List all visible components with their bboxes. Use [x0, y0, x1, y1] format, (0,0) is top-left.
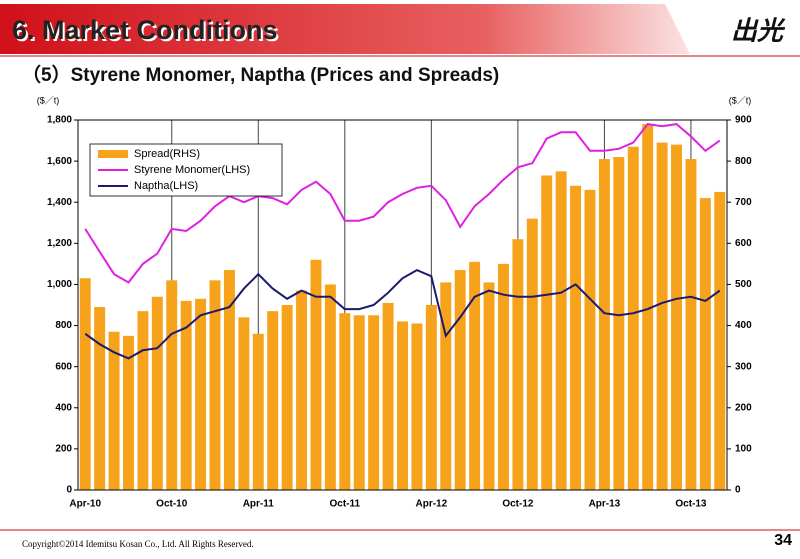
y-tick-label: 800	[55, 320, 72, 331]
bar	[497, 263, 509, 490]
y-tick-label: 600	[55, 361, 72, 372]
y2-tick-label: 400	[735, 320, 752, 331]
y-tick-label: 1,400	[47, 197, 72, 208]
bar	[541, 175, 553, 490]
y2-tick-label: 900	[735, 115, 752, 126]
legend-label: Spread(RHS)	[134, 148, 200, 160]
x-tick-label: Apr-11	[243, 499, 275, 510]
y2-tick-label: 600	[735, 238, 752, 249]
y2-tick-label: 200	[735, 402, 752, 413]
y2-tick-label: 800	[735, 156, 752, 167]
bar	[209, 280, 221, 490]
bar	[411, 323, 423, 490]
bar	[252, 333, 264, 490]
y-tick-label: 0	[66, 485, 72, 496]
y2-tick-label: 100	[735, 444, 752, 455]
y-tick-label: 400	[55, 402, 72, 413]
y-tick-label: 1,000	[47, 279, 72, 290]
bar	[339, 313, 351, 490]
bar	[281, 305, 293, 490]
legend-label: Styrene Monomer(LHS)	[134, 164, 250, 176]
header-bar	[0, 4, 690, 54]
y-tick-label: 1,200	[47, 238, 72, 249]
bar	[79, 278, 91, 490]
bar	[353, 315, 365, 490]
bar	[627, 146, 639, 490]
bar	[526, 218, 538, 490]
bar	[122, 335, 134, 490]
bar	[151, 296, 163, 490]
bar	[296, 290, 308, 490]
header-title: 6. Market Conditions	[12, 15, 278, 45]
y-axis-label: ($／t)	[37, 95, 60, 105]
bar	[368, 315, 380, 490]
bar	[584, 189, 596, 490]
bar	[137, 311, 149, 490]
bar	[598, 159, 610, 491]
bar	[108, 331, 120, 490]
bar	[671, 144, 683, 490]
bar	[454, 270, 466, 490]
bar	[699, 198, 711, 490]
bar	[195, 298, 207, 490]
logo: 出光	[731, 17, 786, 47]
x-tick-label: Apr-13	[589, 499, 621, 510]
bar	[656, 142, 668, 490]
y-tick-label: 1,600	[47, 156, 72, 167]
bar	[180, 300, 192, 490]
bar	[223, 270, 235, 490]
bar	[324, 284, 336, 490]
x-tick-label: Oct-12	[502, 499, 534, 510]
plot-frame	[77, 119, 728, 491]
x-tick-label: Oct-13	[675, 499, 707, 510]
line	[84, 123, 721, 284]
bar	[94, 307, 106, 490]
legend-label: Naptha(LHS)	[134, 180, 198, 192]
y-tick-label: 200	[55, 444, 72, 455]
x-tick-label: Apr-12	[416, 499, 448, 510]
y2-tick-label: 700	[735, 197, 752, 208]
y2-tick-label: 300	[735, 361, 752, 372]
bar	[570, 185, 582, 490]
bar	[714, 191, 726, 490]
bar	[440, 282, 452, 490]
bar	[166, 280, 178, 490]
x-tick-label: Oct-10	[156, 499, 188, 510]
bar	[483, 282, 495, 490]
bar	[642, 124, 654, 490]
bar	[425, 305, 437, 490]
chart-title: （5）Styrene Monomer, Naptha (Prices and S…	[22, 63, 499, 86]
bar	[310, 259, 322, 490]
bar	[382, 302, 394, 490]
bar	[397, 321, 408, 490]
page-number: 34	[774, 532, 792, 549]
legend-swatch	[98, 150, 128, 158]
bar	[685, 159, 697, 491]
x-tick-label: Apr-10	[69, 499, 101, 510]
bar	[512, 239, 524, 490]
y-tick-label: 1,800	[47, 115, 72, 126]
y2-axis-label: ($／t)	[729, 95, 752, 105]
y2-tick-label: 500	[735, 279, 752, 290]
header-title-shadow: 6. Market Conditions	[14, 17, 280, 47]
bar	[469, 261, 481, 490]
line	[84, 268, 721, 360]
bar	[238, 317, 250, 490]
y2-tick-label: 0	[735, 485, 741, 496]
copyright: Copyright©2014 Idemitsu Kosan Co., Ltd. …	[22, 539, 254, 549]
x-tick-label: Oct-11	[330, 499, 361, 510]
bar	[267, 311, 279, 490]
bar	[613, 157, 625, 490]
bar	[555, 171, 567, 490]
